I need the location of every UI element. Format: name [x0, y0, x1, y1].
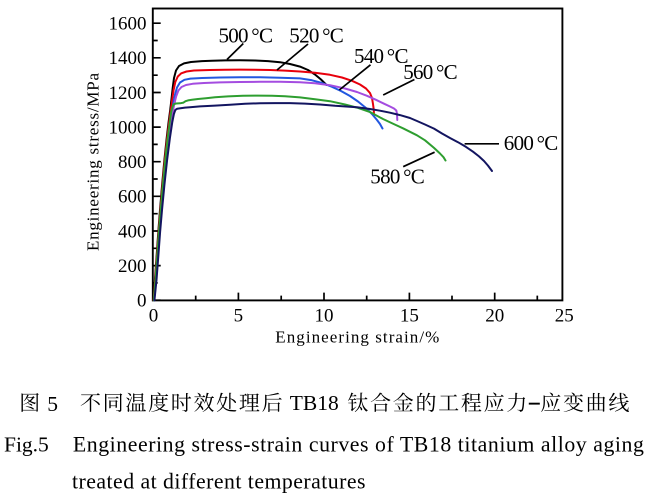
- svg-text:25: 25: [555, 306, 574, 327]
- svg-text:560 °C: 560 °C: [403, 60, 458, 84]
- svg-text:20: 20: [485, 306, 504, 327]
- svg-text:0: 0: [137, 291, 147, 312]
- svg-text:10: 10: [315, 306, 334, 327]
- svg-text:400: 400: [118, 221, 147, 242]
- svg-text:5: 5: [234, 306, 244, 327]
- svg-text:600 °C: 600 °C: [504, 131, 559, 155]
- svg-text:5: 5: [47, 392, 58, 416]
- svg-text:1000: 1000: [109, 117, 147, 138]
- svg-text:1600: 1600: [109, 14, 147, 35]
- svg-text:Engineering strain/%: Engineering strain/%: [275, 328, 439, 347]
- svg-text:Engineering stress/MPa: Engineering stress/MPa: [84, 73, 103, 251]
- svg-text:Engineering stress-strain curv: Engineering stress-strain curves of TB18…: [73, 432, 644, 456]
- svg-text:1400: 1400: [109, 48, 147, 69]
- svg-text:treated at different temperatu: treated at different temperatures: [72, 470, 366, 494]
- svg-text:800: 800: [118, 152, 147, 173]
- svg-text:TB18: TB18: [290, 391, 339, 415]
- svg-text:200: 200: [118, 256, 147, 277]
- svg-text:540 °C: 540 °C: [354, 44, 409, 68]
- svg-text:Fig.5: Fig.5: [4, 432, 49, 456]
- svg-text:580 °C: 580 °C: [370, 165, 425, 189]
- svg-text:0: 0: [149, 306, 159, 327]
- svg-text:15: 15: [400, 306, 419, 327]
- svg-text:600: 600: [118, 187, 147, 208]
- svg-text:500 °C: 500 °C: [219, 23, 274, 47]
- svg-text:1200: 1200: [109, 83, 147, 104]
- svg-text:520 °C: 520 °C: [289, 23, 344, 47]
